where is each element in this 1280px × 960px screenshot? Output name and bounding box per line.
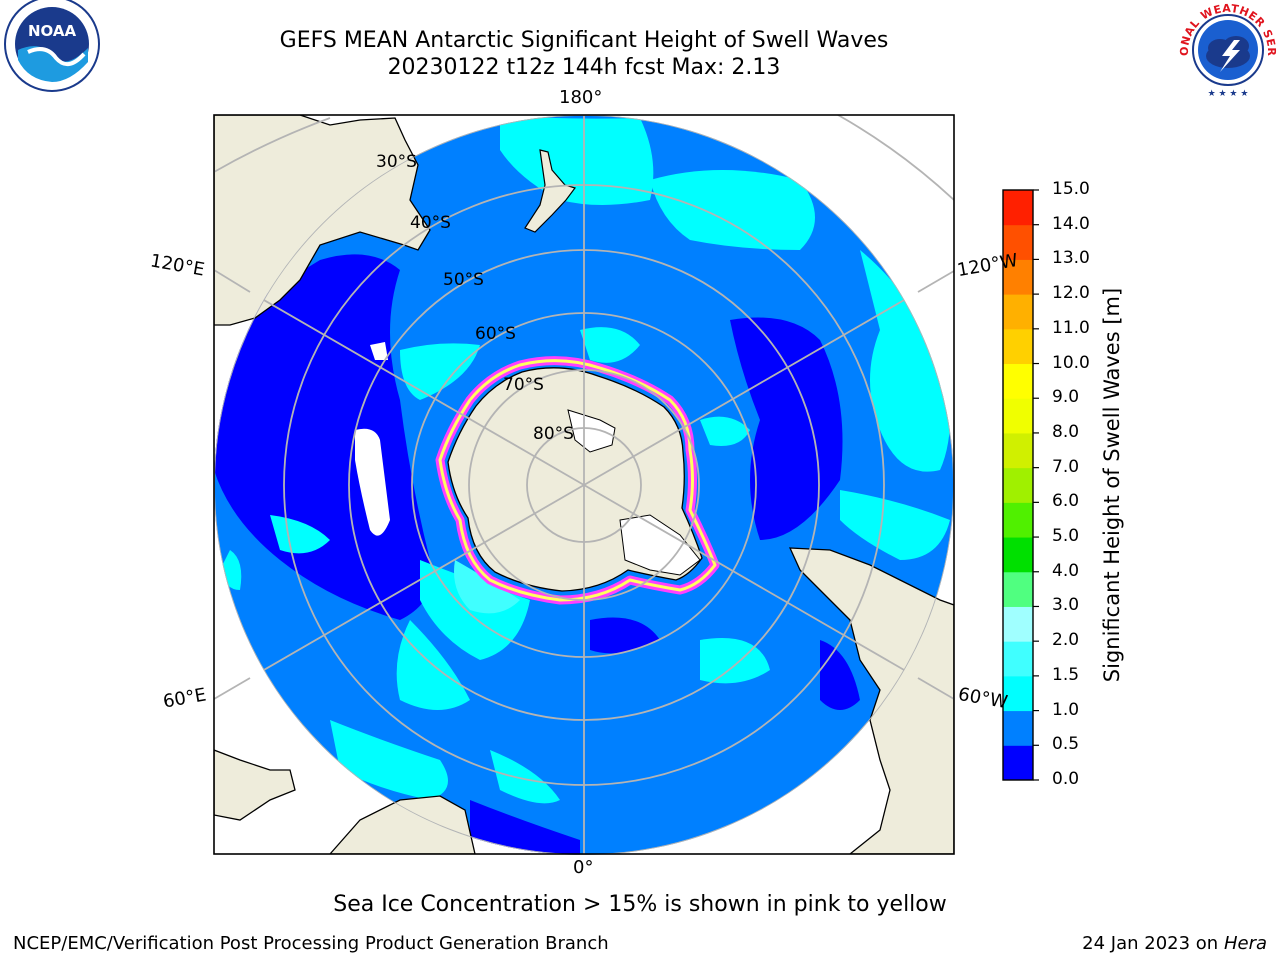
colorbar-swatch	[1003, 641, 1033, 677]
colorbar-swatch	[1003, 294, 1033, 330]
colorbar-label: Significant Height of Swell Waves [m]	[1100, 287, 1124, 683]
lat-label-30s: 30°S	[376, 152, 417, 172]
colorbar-tick-label: 6.0	[1052, 491, 1080, 512]
noaa-logo: NOAA	[2, 0, 102, 94]
colorbar-swatch	[1003, 190, 1033, 226]
lon-label-180: 180°	[559, 87, 603, 108]
colorbar-tick-label: 10.0	[1052, 352, 1090, 373]
colorbar-tick-label: 7.0	[1052, 456, 1080, 477]
colorbar-tick-label: 3.0	[1052, 595, 1080, 616]
footer-credit: NCEP/EMC/Verification Post Processing Pr…	[13, 933, 609, 954]
colorbar-swatch	[1003, 363, 1033, 399]
map-frame	[213, 114, 955, 855]
lon-label-0: 0°	[573, 857, 594, 878]
colorbar-swatch	[1003, 432, 1033, 469]
svg-text:★ ★ ★ ★: ★ ★ ★ ★	[1208, 89, 1249, 99]
lat-label-50s: 50°S	[443, 270, 484, 290]
colorbar-swatch	[1003, 745, 1033, 781]
colorbar-swatch	[1003, 675, 1033, 712]
colorbar-swatch	[1003, 398, 1033, 434]
lat-label-60s: 60°S	[475, 324, 516, 344]
colorbar-frame	[1002, 189, 1034, 781]
nws-logo: NATIONAL WEATHER SERVICE ★ ★ ★ ★	[1176, 0, 1278, 99]
colorbar-tick-label: 8.0	[1052, 421, 1080, 442]
footer-date: 24 Jan 2023 on Hera	[1082, 933, 1267, 954]
footer-system: Hera	[1223, 933, 1267, 954]
colorbar-tick-label: 15.0	[1052, 179, 1090, 199]
colorbar-swatch	[1003, 259, 1033, 295]
map-subtitle: 20230122 t12z 144h fcst Max: 2.13	[387, 55, 781, 80]
colorbar-tick-label: 12.0	[1052, 283, 1090, 304]
lat-label-80s: 80°S	[533, 424, 574, 444]
colorbar-swatch	[1003, 571, 1033, 607]
colorbar-swatch	[1003, 537, 1033, 573]
graticule	[214, 115, 954, 855]
colorbar-tick-label: 5.0	[1052, 526, 1080, 547]
footer-date-text: 24 Jan 2023 on	[1082, 933, 1224, 954]
map-title: GEFS MEAN Antarctic Significant Height o…	[279, 28, 889, 53]
noaa-logo-text: NOAA	[28, 22, 77, 40]
lat-label-40s: 40°S	[410, 213, 451, 233]
colorbar-tick-label: 14.0	[1052, 213, 1090, 234]
colorbar-tick-label: 13.0	[1052, 248, 1090, 269]
colorbar-tick-label: 2.0	[1052, 630, 1080, 651]
colorbar-tick-label: 1.5	[1052, 664, 1080, 685]
lat-label-70s: 70°S	[503, 375, 544, 395]
colorbar-swatch	[1003, 467, 1033, 503]
colorbar-tick-label: 11.0	[1052, 317, 1090, 338]
colorbar-swatch	[1003, 710, 1033, 746]
colorbar	[1002, 189, 1039, 781]
colorbar-tick-label: 4.0	[1052, 560, 1080, 581]
colorbar-swatch	[1003, 606, 1033, 642]
colorbar-tick-label: 1.0	[1052, 699, 1080, 720]
colorbar-tick-label: 9.0	[1052, 387, 1080, 408]
colorbar-swatch	[1003, 328, 1033, 365]
colorbar-swatch	[1003, 502, 1033, 538]
colorbar-tick-label: 0.0	[1052, 769, 1080, 789]
colorbar-swatch	[1003, 224, 1033, 260]
colorbar-tick-label: 0.5	[1052, 734, 1080, 755]
sea-ice-note: Sea Ice Concentration > 15% is shown in …	[333, 892, 947, 917]
